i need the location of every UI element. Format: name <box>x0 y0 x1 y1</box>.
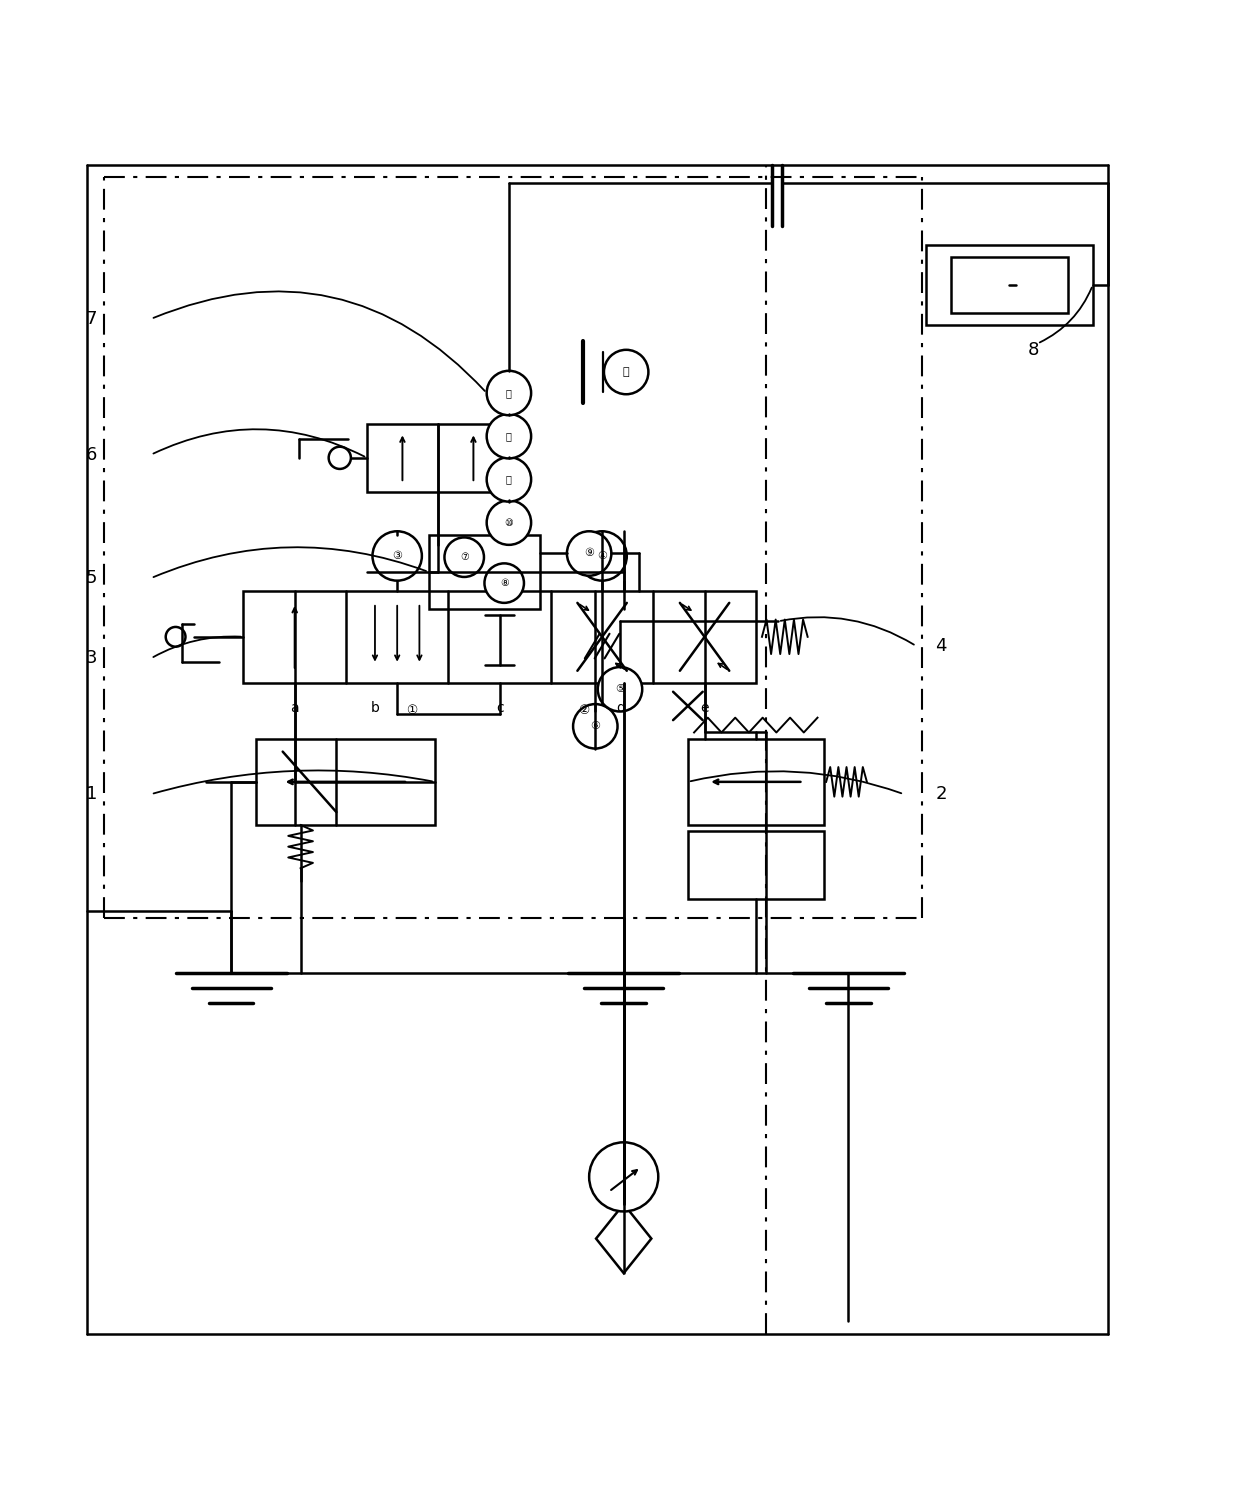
Text: 6: 6 <box>86 446 98 464</box>
Text: 8: 8 <box>1028 341 1039 359</box>
Bar <box>951 257 1068 312</box>
Text: ③: ③ <box>392 551 402 560</box>
Text: ⑩: ⑩ <box>505 518 513 527</box>
Bar <box>926 245 1092 324</box>
Text: ⑤: ⑤ <box>615 685 625 694</box>
Bar <box>367 424 508 491</box>
Bar <box>688 739 823 825</box>
Bar <box>255 739 435 825</box>
Bar <box>429 535 539 608</box>
Text: 5: 5 <box>86 569 98 587</box>
Text: ⑦: ⑦ <box>460 553 469 562</box>
Circle shape <box>485 563 525 602</box>
Text: d: d <box>616 701 625 715</box>
Text: ⑫: ⑫ <box>506 431 512 442</box>
Circle shape <box>329 446 351 469</box>
Text: c: c <box>496 701 503 715</box>
Text: ②: ② <box>578 704 589 716</box>
Text: 2: 2 <box>935 786 946 804</box>
Text: 7: 7 <box>86 309 98 327</box>
Circle shape <box>486 371 531 415</box>
Circle shape <box>567 532 611 575</box>
Text: ①: ① <box>407 704 418 716</box>
Circle shape <box>578 532 626 581</box>
Circle shape <box>598 667 642 712</box>
Polygon shape <box>596 1205 651 1274</box>
Circle shape <box>166 626 186 647</box>
Circle shape <box>486 415 531 458</box>
Circle shape <box>604 350 649 394</box>
Text: ⑭: ⑭ <box>622 366 630 377</box>
Circle shape <box>573 704 618 748</box>
Text: ⑨: ⑨ <box>584 548 594 559</box>
Circle shape <box>589 1143 658 1212</box>
Circle shape <box>486 500 531 545</box>
Text: b: b <box>371 701 379 715</box>
Text: e: e <box>701 701 709 715</box>
Text: 1: 1 <box>86 786 98 804</box>
Text: a: a <box>290 701 299 715</box>
Bar <box>243 590 756 683</box>
Text: ⑬: ⑬ <box>506 388 512 398</box>
Text: ④: ④ <box>598 551 608 560</box>
Text: ⑧: ⑧ <box>500 578 508 589</box>
Text: 4: 4 <box>935 637 946 655</box>
Circle shape <box>486 457 531 502</box>
Text: 3: 3 <box>86 649 98 667</box>
Text: ⑪: ⑪ <box>506 475 512 485</box>
Bar <box>688 831 823 900</box>
Text: ⑥: ⑥ <box>590 721 600 731</box>
Circle shape <box>444 538 484 577</box>
Circle shape <box>372 532 422 581</box>
